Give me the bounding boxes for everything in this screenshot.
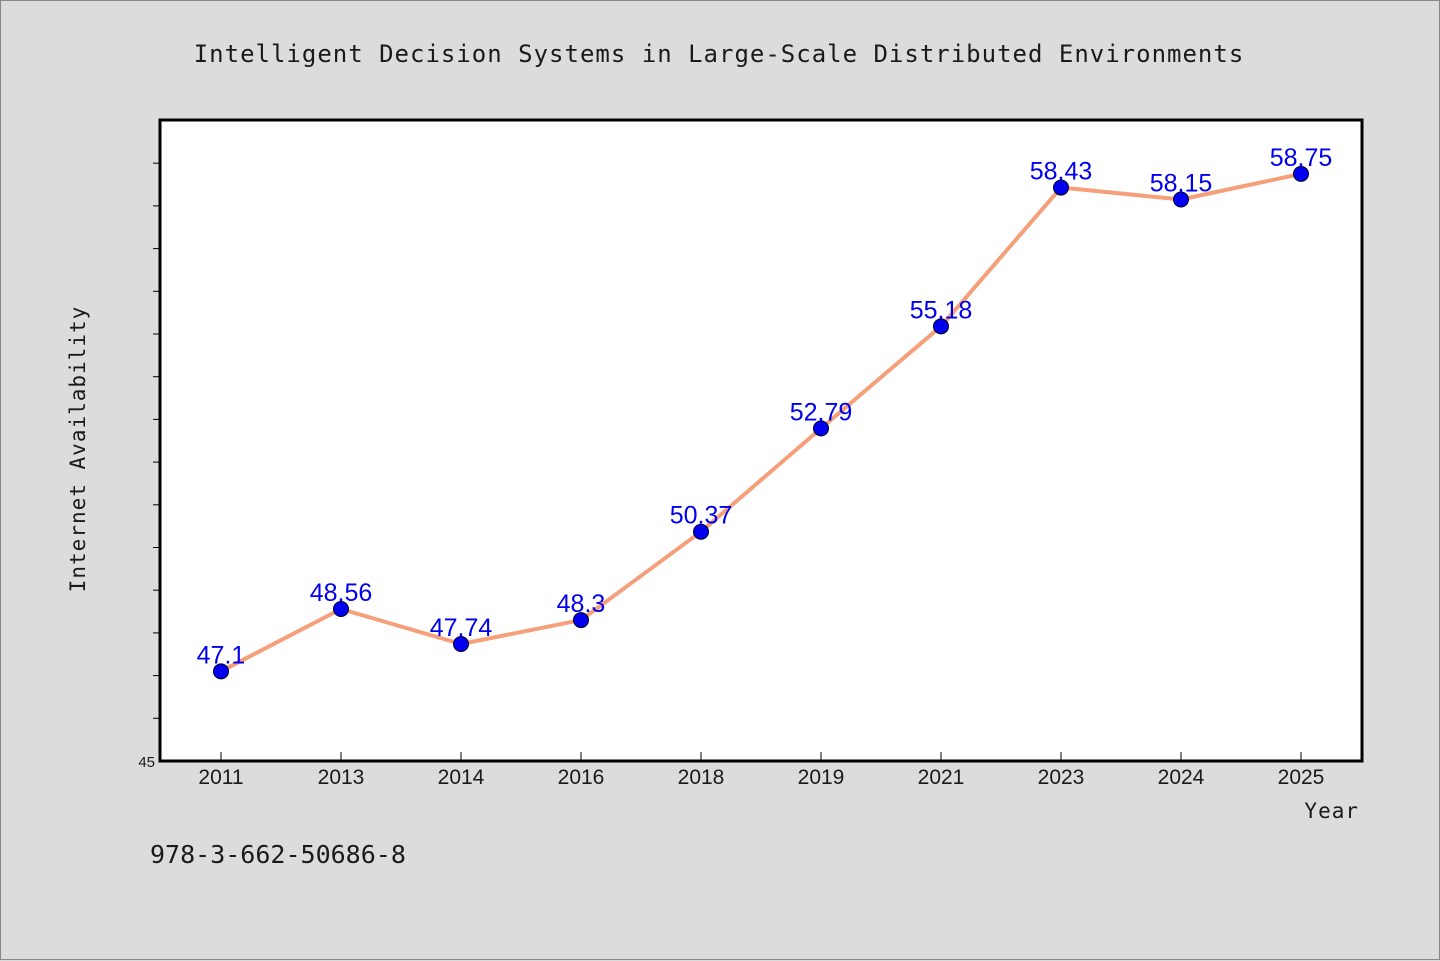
x-tick-label: 2016: [558, 766, 605, 789]
x-tick-label: 2018: [678, 766, 725, 789]
data-point: [693, 523, 709, 540]
x-axis-ticks: 2011 2013 2014 2016 2018 2019 2021 2023 2024 2025: [198, 752, 1324, 789]
data-point: [333, 600, 349, 617]
x-tick-label: 2011: [198, 766, 243, 789]
y-tick-label: 45: [138, 754, 155, 771]
x-axis-label: Year: [1304, 799, 1359, 823]
data-point: [1173, 191, 1189, 208]
x-tick-label: 2023: [1038, 766, 1085, 789]
data-point: [1293, 165, 1309, 182]
data-point: [213, 663, 229, 680]
y-axis-ticks: 45: [138, 162, 159, 771]
x-tick-label: 2013: [318, 766, 365, 789]
data-point: [453, 636, 469, 653]
series-line: [219, 171, 1303, 674]
x-tick-label: 2024: [1158, 766, 1205, 789]
x-tick-label: 2025: [1278, 766, 1325, 789]
x-tick-label: 2014: [438, 766, 485, 789]
x-tick-label: 2019: [798, 766, 845, 789]
data-point: [813, 420, 829, 437]
data-point: [573, 612, 589, 629]
footer-isbn: 978-3-662-50686-8: [150, 840, 406, 869]
data-point: [1053, 179, 1069, 196]
chart-title: Intelligent Decision Systems in Large-Sc…: [194, 40, 1245, 68]
plot-area: [158, 118, 1364, 763]
data-point: [933, 318, 949, 335]
y-axis-label: Internet Availability: [66, 306, 90, 593]
x-tick-label: 2021: [918, 766, 965, 789]
